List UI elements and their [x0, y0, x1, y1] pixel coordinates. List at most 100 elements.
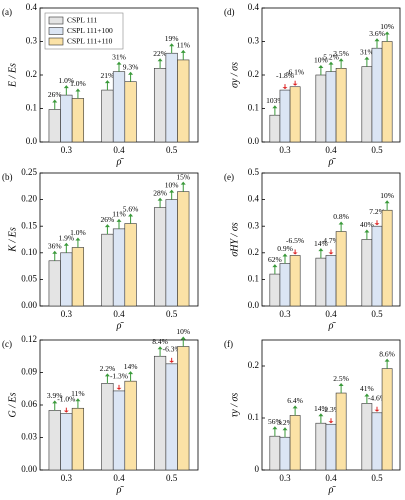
y-axis-label: G / Es	[7, 392, 18, 417]
y-tick-label: 0.2	[248, 69, 259, 79]
change-label: 21%	[101, 71, 115, 80]
bar	[124, 223, 137, 307]
change-arrow-head	[180, 49, 186, 53]
change-label: -6.5%	[286, 236, 304, 245]
bar	[361, 403, 373, 471]
change-arrow-head	[318, 413, 324, 417]
bar	[153, 68, 167, 143]
change-label: 5.2%	[323, 52, 339, 61]
change-label: 56%	[268, 417, 282, 426]
change-label: 22%	[153, 49, 167, 58]
change-label: 7.2%	[369, 207, 385, 216]
y-tick-label: 0.0	[248, 136, 260, 146]
x-tick-label: 0.5	[371, 473, 383, 483]
y-tick-label: 0.09	[21, 367, 37, 377]
bar	[124, 81, 137, 143]
change-label: 3.9%	[47, 391, 63, 400]
change-arrow-head	[104, 373, 110, 377]
x-axis-label: ρ̄	[116, 320, 125, 331]
panel-label: (f)	[224, 339, 233, 349]
change-label: -6.1%	[286, 67, 304, 76]
change-label: 40%	[360, 220, 374, 229]
change-arrow-head	[104, 224, 110, 228]
change-arrow-head	[292, 83, 298, 86]
change-arrow-head	[128, 71, 134, 75]
bar	[177, 59, 190, 143]
change-label: -6.3%	[163, 345, 181, 354]
y-tick-label: 0.2	[26, 69, 37, 79]
change-arrow-head	[272, 426, 278, 430]
change-arrow-head	[384, 358, 390, 362]
bar	[101, 233, 114, 307]
change-label: 14%	[314, 404, 328, 413]
change-arrow-head	[157, 197, 163, 201]
y-axis-label: E / Es	[7, 63, 18, 88]
x-tick-label: 0.4	[113, 473, 125, 483]
change-arrow-head	[272, 264, 278, 268]
change-label: 8.4%	[152, 337, 168, 346]
x-tick-label: 0.4	[325, 309, 337, 319]
y-tick-label: 0.06	[21, 399, 37, 409]
change-arrow-head	[374, 409, 380, 412]
change-arrow-head	[364, 56, 370, 60]
change-arrow-head	[180, 181, 186, 185]
bar	[315, 422, 327, 471]
bar	[60, 94, 73, 143]
y-tick-label: 0.3	[26, 36, 38, 46]
x-tick-label: 0.5	[166, 309, 178, 319]
bar	[269, 273, 281, 307]
change-label: 2.2%	[100, 364, 116, 373]
change-label: 19%	[165, 34, 179, 43]
x-tick-label: 0.3	[61, 309, 73, 319]
change-arrow-head	[338, 58, 344, 62]
change-label: 3.5%	[333, 49, 349, 58]
change-arrow-head	[52, 250, 58, 254]
y-tick-label: 0.0	[248, 300, 260, 310]
bar	[269, 114, 281, 143]
change-arrow-head	[364, 393, 370, 397]
change-arrow-head	[374, 38, 380, 42]
legend-swatch	[48, 27, 64, 35]
x-tick-label: 0.5	[166, 473, 178, 483]
change-arrow-head	[104, 80, 110, 84]
y-tick-label: 0.00	[21, 464, 37, 474]
bar	[361, 66, 373, 143]
change-arrow-head	[282, 87, 288, 90]
bar	[361, 239, 373, 307]
change-arrow-head	[52, 400, 58, 404]
change-arrow-head	[116, 218, 122, 222]
change-label: 1.9%	[59, 234, 75, 243]
bar	[165, 363, 178, 471]
y-tick-label: 0	[255, 464, 260, 474]
bar	[153, 207, 167, 307]
y-tick-label: 0.4	[248, 2, 260, 12]
y-tick-label: 0.03	[21, 432, 37, 442]
x-tick-label: 0.4	[325, 145, 337, 155]
change-label: 5.6%	[123, 204, 139, 213]
x-tick-label: 0.4	[113, 309, 125, 319]
change-label: 10%	[380, 191, 394, 200]
change-arrow-head	[282, 427, 288, 431]
y-tick-label: 0.1	[248, 103, 259, 113]
change-label: 103%	[266, 96, 284, 105]
panel-label: (c)	[2, 339, 12, 349]
x-axis-label: ρ̄	[116, 484, 125, 495]
change-label: 2.5%	[333, 374, 349, 383]
bar	[177, 191, 190, 307]
bar	[381, 368, 393, 471]
x-tick-label: 0.5	[371, 309, 383, 319]
change-label: 3.2%	[277, 418, 293, 427]
bar	[165, 52, 178, 143]
change-label: 6.4%	[287, 396, 303, 405]
change-arrow-head	[384, 31, 390, 35]
x-tick-label: 0.5	[166, 145, 178, 155]
bar	[101, 89, 114, 143]
x-tick-label: 0.3	[279, 309, 291, 319]
legend-label: CSPL 111+100	[67, 26, 113, 35]
bar	[71, 98, 85, 143]
change-label: -1.0%	[57, 394, 75, 403]
legend-label: CSPL 111	[67, 16, 97, 25]
change-arrow-head	[63, 85, 69, 89]
change-arrow-head	[116, 61, 122, 65]
y-tick-label: 0.12	[21, 334, 37, 344]
